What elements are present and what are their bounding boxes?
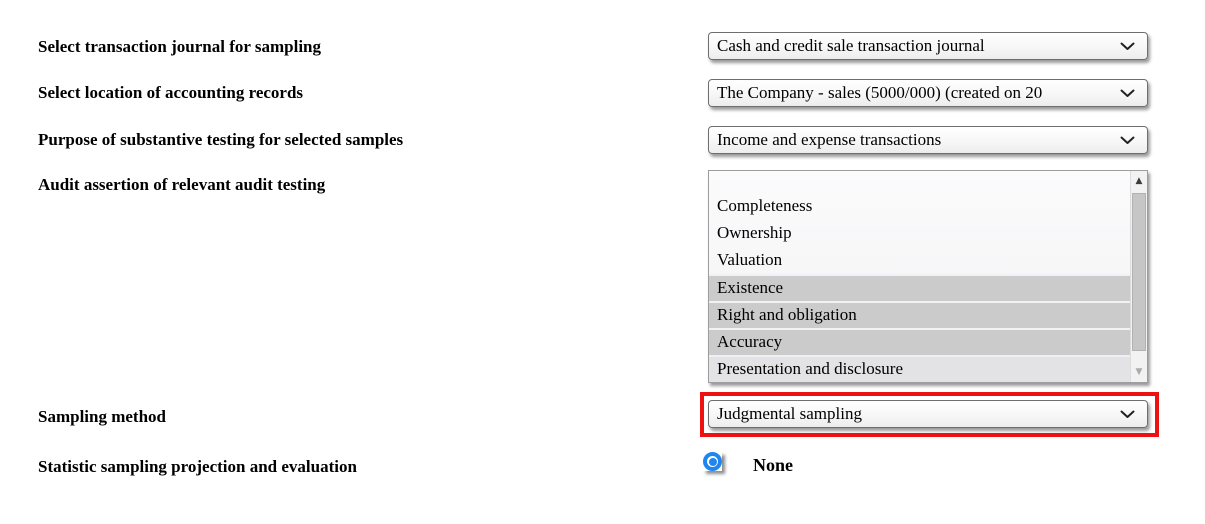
listbox-option-valuation[interactable]: Valuation — [717, 250, 783, 269]
audit-assertion-listbox[interactable]: Completeness Ownership Valuation Existen… — [708, 170, 1148, 383]
field-label-testing-purpose: Purpose of substantive testing for selec… — [38, 130, 404, 149]
testing-purpose-select[interactable]: Income and expense transactions — [708, 126, 1148, 154]
listbox-scrollbar[interactable]: ▲ ▼ — [1130, 171, 1147, 382]
listbox-option-right-and-obligation[interactable]: Right and obligation — [709, 301, 1130, 328]
sampling-method-selected-value: Judgmental sampling — [717, 404, 862, 423]
records-location-selected-value: The Company - sales (5000/000) (created … — [717, 83, 1043, 102]
scrollbar-thumb[interactable] — [1132, 193, 1146, 351]
field-label-sampling-method: Sampling method — [38, 407, 166, 426]
audit-assertion-options: Completeness Ownership Valuation Existen… — [709, 171, 1130, 382]
scroll-up-button[interactable]: ▲ — [1131, 171, 1147, 191]
radio-dot — [708, 457, 717, 466]
transaction-journal-selected-value: Cash and credit sale transaction journal — [717, 36, 985, 55]
records-location-select[interactable]: The Company - sales (5000/000) (created … — [708, 79, 1148, 107]
testing-purpose-selected-value: Income and expense transactions — [717, 130, 942, 149]
none-radio[interactable] — [703, 452, 722, 471]
radio-checked-icon — [703, 452, 722, 471]
chevron-down-icon — [1120, 136, 1135, 144]
field-label-records-location: Select location of accounting records — [38, 83, 304, 102]
none-radio-label: None — [753, 455, 793, 475]
listbox-option-ownership[interactable]: Ownership — [717, 223, 792, 242]
scroll-down-button[interactable]: ▼ — [1131, 362, 1147, 382]
triangle-up-icon: ▲ — [1135, 175, 1143, 186]
field-label-transaction-journal: Select transaction journal for sampling — [38, 37, 322, 56]
chevron-down-icon — [1120, 410, 1135, 418]
triangle-down-icon: ▼ — [1135, 366, 1143, 377]
listbox-option-accuracy[interactable]: Accuracy — [709, 328, 1130, 355]
listbox-option-existence[interactable]: Existence — [709, 274, 1130, 301]
sampling-method-select[interactable]: Judgmental sampling — [708, 400, 1148, 428]
listbox-option-blank[interactable] — [709, 171, 1130, 193]
chevron-down-icon — [1120, 42, 1135, 50]
field-label-audit-assertion: Audit assertion of relevant audit testin… — [38, 175, 326, 194]
listbox-option-completeness[interactable]: Completeness — [717, 196, 813, 215]
field-label-statistic-sampling: Statistic sampling projection and evalua… — [38, 457, 357, 476]
transaction-journal-select[interactable]: Cash and credit sale transaction journal — [708, 32, 1148, 60]
listbox-option-presentation-disclosure[interactable]: Presentation and disclosure — [709, 355, 1130, 382]
chevron-down-icon — [1120, 89, 1135, 97]
